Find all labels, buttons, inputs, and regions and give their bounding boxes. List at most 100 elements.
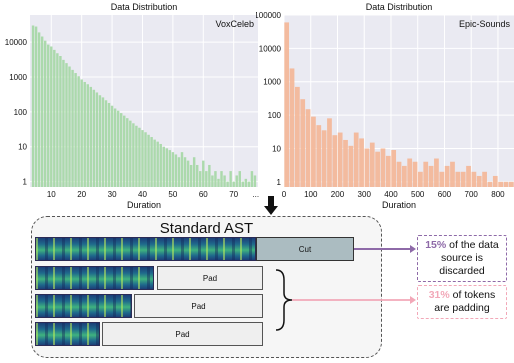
histogram-bar (86, 84, 89, 187)
histogram-bar (138, 127, 141, 187)
histogram-bar (407, 158, 413, 187)
histogram-bar (305, 109, 311, 187)
y-tick-label: 10000 (259, 44, 282, 53)
x-tick-label: 50 (168, 190, 177, 199)
histogram-bar (428, 165, 434, 187)
histogram-bar (123, 115, 126, 187)
pad-label: Pad (191, 301, 206, 311)
histogram-bar (159, 143, 162, 187)
histogram-bar (311, 116, 316, 187)
histogram-bar (359, 138, 364, 187)
cut-connector-head (410, 245, 416, 253)
histogram-bar (444, 165, 450, 187)
histogram-bar (89, 86, 93, 187)
histogram-bar (498, 181, 504, 187)
histogram-bar (401, 165, 407, 187)
pad-brace (275, 269, 293, 331)
histogram-bar (364, 148, 370, 187)
y-tick-label: 1000 (263, 78, 281, 87)
histogram-bar (80, 79, 83, 187)
histogram-bar (226, 181, 229, 187)
x-tick-label: 30 (108, 190, 117, 199)
histogram-bar (220, 171, 223, 187)
histogram-bar (144, 132, 147, 187)
histogram-bar (455, 171, 461, 187)
histogram-bar (132, 123, 135, 187)
histogram-bar (165, 148, 169, 187)
histogram-bar (92, 89, 96, 187)
histogram-bar (450, 161, 455, 187)
histogram-bar (56, 53, 59, 188)
histogram-bar (135, 125, 138, 187)
histogram-bar (250, 171, 254, 187)
discard-note: 15% of the data source is discarded (417, 235, 507, 282)
histogram-bar (74, 73, 77, 187)
histogram-bar (217, 178, 220, 187)
histogram-bar (492, 175, 498, 187)
x-tick-label: 60 (199, 190, 208, 199)
histogram-bar (43, 40, 47, 187)
epic-sounds-histogram: 1 10 100 1000 10000 100000 0 100 200 300 400 500 600… (256, 2, 514, 210)
x-tick-label: ... (252, 190, 259, 199)
y-tick-label: 100000 (256, 11, 282, 20)
x-tick-label: 20 (77, 190, 86, 199)
x-tick-label: 70 (229, 190, 238, 199)
histogram-bar (460, 171, 466, 187)
x-tick-label: 200 (331, 190, 345, 199)
histogram-bar (466, 165, 471, 187)
histogram-bar (205, 171, 208, 187)
x-tick-label: 100 (304, 190, 318, 199)
dataset-label: Epic-Sounds (459, 19, 511, 29)
histogram-bar (180, 152, 184, 187)
chart-title: Data Distribution (366, 2, 433, 12)
histogram-bar (141, 130, 144, 187)
histogram-bar (189, 164, 193, 187)
histogram-bar (68, 66, 71, 187)
pad-label: Pad (175, 329, 190, 339)
histogram-bar (107, 102, 111, 187)
y-tick-label: 1 (23, 178, 28, 187)
chart-title: Data Distribution (111, 2, 178, 12)
histogram-bar (332, 135, 338, 187)
x-axis-label: Duration (382, 200, 416, 210)
pad-label: Pad (202, 273, 218, 283)
histogram-bar (53, 49, 56, 187)
histogram-bar (116, 110, 120, 187)
spectrogram-short (35, 322, 100, 346)
histogram-bar (104, 100, 108, 187)
histogram-bar (214, 171, 217, 187)
histogram-bar (126, 118, 129, 187)
histogram-bar (487, 181, 493, 187)
histogram-bar (508, 181, 514, 187)
histogram-bar (129, 120, 132, 187)
histogram-bar (241, 181, 245, 187)
histogram-bar (412, 161, 418, 187)
histogram-bar (211, 175, 214, 187)
spectrogram-medium (35, 294, 132, 318)
pad-region: Pad (134, 294, 263, 318)
histogram-bar (77, 76, 80, 187)
discard-percent: 15% (425, 239, 447, 251)
histogram-bar (385, 155, 391, 187)
x-tick-label: 500 (411, 190, 425, 199)
histogram-bar (110, 105, 114, 187)
histogram-bar (192, 157, 196, 187)
histogram-bar (83, 81, 86, 187)
y-tick-label: 10 (18, 143, 27, 152)
histogram-bar (238, 171, 241, 187)
histogram-bar (156, 141, 159, 187)
histogram-bar (503, 181, 509, 187)
histogram-bar (423, 161, 429, 187)
histogram-bar (476, 175, 482, 187)
spectrogram-medium (35, 266, 154, 290)
histogram-bar (353, 132, 359, 187)
cut-label: Cut (298, 244, 312, 254)
histogram-bar (316, 125, 322, 187)
cut-region: Cut (256, 237, 354, 261)
histogram-bar (337, 132, 343, 187)
histogram-bar (101, 97, 105, 187)
histogram-bar (31, 25, 35, 187)
histogram-bar (235, 175, 238, 187)
histogram-bar (434, 158, 439, 187)
dataset-label: VoxCeleb (215, 19, 254, 29)
